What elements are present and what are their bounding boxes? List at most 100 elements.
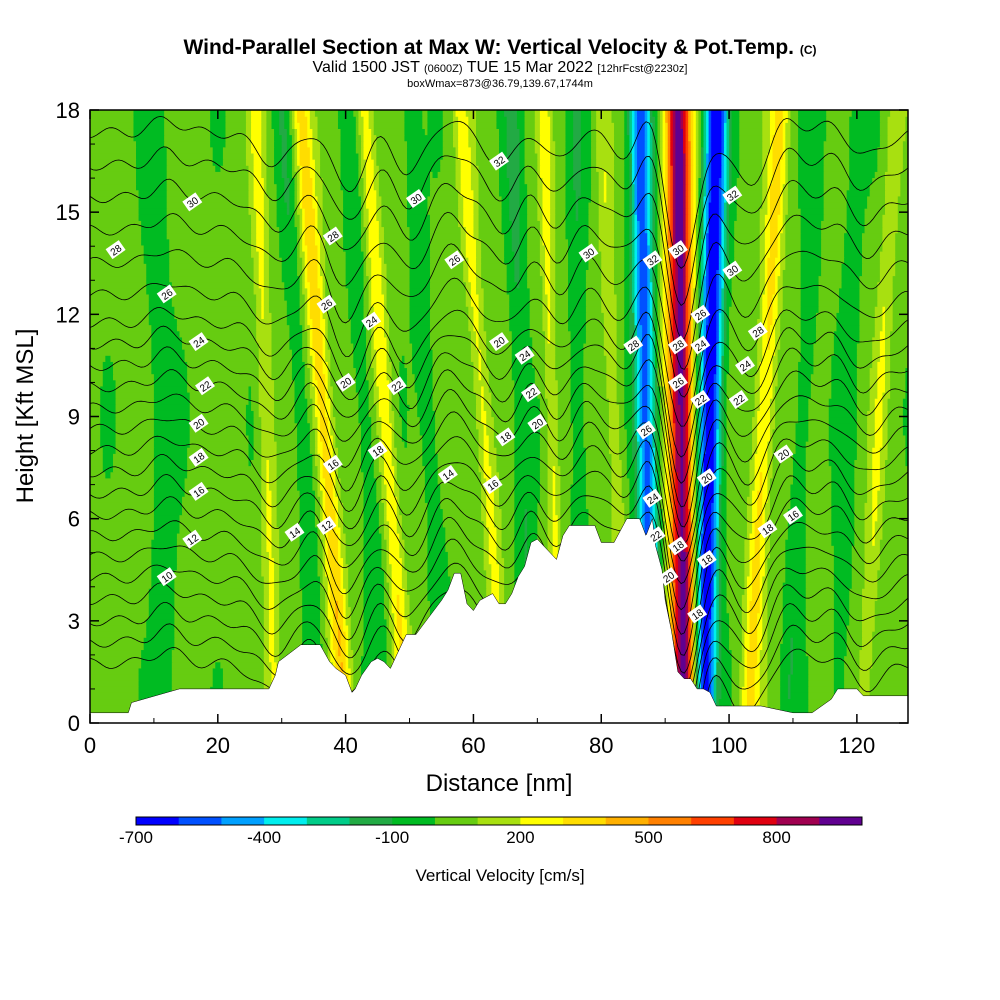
w-field-cell	[153, 496, 183, 503]
w-field-cell	[649, 453, 653, 461]
w-field-cell	[570, 490, 587, 497]
w-field-cell	[350, 618, 365, 626]
w-field-cell	[882, 422, 889, 430]
w-field-cell	[552, 520, 559, 528]
w-field-cell	[726, 600, 743, 608]
w-field-cell	[879, 563, 908, 571]
w-field-cell	[496, 453, 515, 461]
w-field-cell	[524, 514, 528, 522]
w-field-cell	[690, 379, 694, 387]
w-field-cell	[327, 594, 331, 601]
w-field-cell	[153, 441, 191, 448]
w-field-cell	[874, 434, 884, 442]
w-field-cell	[752, 514, 758, 522]
w-field-cell	[299, 526, 319, 534]
w-field-cell	[749, 532, 756, 540]
w-field-cell	[805, 649, 835, 657]
w-field-cell	[649, 398, 653, 405]
w-field-cell	[350, 667, 354, 675]
w-field-cell	[741, 631, 745, 638]
w-field-cell	[649, 465, 653, 473]
w-field-cell	[514, 520, 526, 528]
w-field-cell	[741, 655, 745, 663]
w-field-cell	[624, 391, 633, 399]
w-field-cell	[831, 379, 858, 387]
w-field-cell	[90, 680, 140, 687]
w-field-cell	[253, 447, 262, 454]
w-field-cell	[877, 490, 886, 497]
w-field-cell	[872, 453, 881, 461]
w-field-cell	[854, 490, 868, 497]
w-field-cell	[248, 441, 255, 448]
w-field-cell	[317, 471, 321, 479]
w-field-cell	[690, 667, 694, 675]
w-field-cell	[662, 490, 666, 497]
w-field-cell	[757, 434, 771, 442]
w-field-cell	[327, 428, 331, 436]
w-field-cell	[680, 416, 684, 424]
w-field-cell	[693, 379, 697, 387]
w-field-cell	[573, 434, 584, 442]
w-field-cell	[322, 582, 329, 589]
w-field-cell	[769, 422, 776, 430]
w-field-cell	[644, 514, 651, 522]
w-field-cell	[348, 624, 352, 632]
w-field-cell	[741, 649, 745, 657]
w-field-cell	[662, 471, 666, 479]
w-field-cell	[683, 434, 687, 442]
w-field-cell	[488, 379, 515, 387]
w-field-cell	[570, 514, 590, 522]
w-field-cell	[90, 441, 101, 448]
w-field-cell	[683, 391, 687, 399]
w-field-cell	[657, 483, 661, 491]
w-field-cell	[831, 385, 858, 393]
w-field-cell	[867, 410, 876, 418]
w-field-cell	[335, 526, 342, 534]
w-field-cell	[386, 496, 398, 503]
w-field-cell	[545, 373, 556, 381]
w-field-cell	[327, 557, 339, 565]
w-field-cell	[325, 483, 334, 491]
w-field-cell	[762, 612, 768, 620]
w-field-cell	[291, 373, 306, 381]
w-field-cell	[363, 545, 383, 552]
w-field-cell	[274, 379, 296, 387]
w-field-cell	[391, 398, 400, 405]
w-field-cell	[514, 502, 538, 510]
w-field-cell	[340, 631, 347, 638]
w-field-cell	[634, 459, 638, 467]
w-field-cell	[340, 490, 365, 497]
w-field-cell	[693, 680, 697, 687]
w-field-cell	[729, 643, 743, 651]
w-field-cell	[665, 422, 669, 430]
w-field-cell	[695, 520, 699, 528]
w-field-cell	[711, 680, 715, 687]
w-field-cell	[683, 428, 687, 436]
w-field-cell	[657, 404, 661, 411]
w-field-cell	[337, 453, 362, 461]
w-field-cell	[657, 465, 661, 473]
w-field-cell	[731, 698, 740, 706]
w-field-cell	[688, 532, 692, 540]
w-field-cell	[718, 594, 722, 601]
w-field-cell	[744, 680, 748, 687]
w-field-cell	[716, 502, 720, 510]
w-field-cell	[394, 483, 400, 491]
w-field-cell	[187, 471, 262, 479]
w-field-cell	[757, 631, 763, 638]
w-field-cell	[637, 385, 641, 393]
w-field-cell	[435, 428, 480, 436]
w-field-cell	[171, 667, 214, 675]
w-field-cell	[869, 404, 876, 411]
w-field-cell	[695, 631, 699, 638]
w-field-cell	[792, 459, 807, 467]
w-field-cell	[445, 539, 485, 546]
w-field-cell	[662, 551, 666, 559]
w-field-cell	[808, 698, 835, 706]
w-field-cell	[345, 649, 349, 657]
w-field-cell	[547, 447, 559, 454]
w-field-cell	[759, 551, 766, 559]
w-field-cell	[320, 594, 326, 601]
w-field-cell	[677, 496, 682, 503]
w-field-cell	[867, 416, 876, 424]
